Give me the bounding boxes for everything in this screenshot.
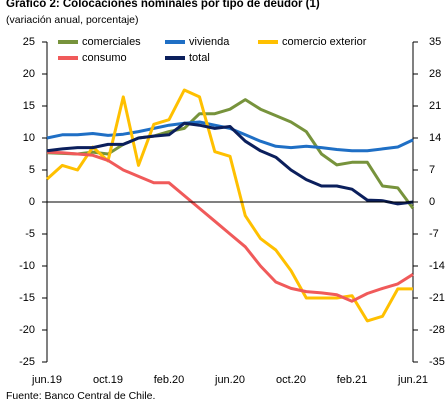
y2-tick-label: 14 [429, 132, 441, 144]
series-line [46, 98, 415, 210]
x-tick-label: feb.20 [154, 374, 185, 386]
chart-subtitle: (variación anual, porcentaje) [6, 14, 139, 26]
legend-label: total [189, 52, 210, 64]
y-tick-label: -15 [19, 292, 35, 304]
x-tick-label: feb.21 [337, 374, 368, 386]
x-tick-label: jun.21 [397, 374, 428, 386]
x-tick-label: jun.19 [31, 374, 62, 386]
x-tick-label: oct.19 [93, 374, 123, 386]
x-tick-label: jun.20 [214, 374, 245, 386]
y2-tick-label: -21 [429, 292, 445, 304]
y-tick-label: 25 [23, 36, 35, 48]
legend-label: consumo [82, 52, 127, 64]
y2-tick-label: -7 [429, 228, 439, 240]
y2-tick-label: -35 [429, 356, 445, 368]
y-tick-label: -25 [19, 356, 35, 368]
series-line [46, 121, 414, 206]
legend-label: comercio exterior [282, 36, 367, 48]
y2-tick-label: 0 [429, 196, 435, 208]
y-tick-label: -10 [19, 260, 35, 272]
series-line [45, 88, 413, 323]
y-tick-label: 15 [23, 100, 35, 112]
y-tick-label: 20 [23, 68, 35, 80]
source: Fuente: Banco Central de Chile. [6, 390, 155, 402]
y2-tick-label: 21 [429, 100, 441, 112]
legend-label: comerciales [82, 36, 141, 48]
y2-tick-label: 35 [429, 36, 441, 48]
y-tick-label: 0 [29, 196, 35, 208]
x-tick-label: oct.20 [276, 374, 306, 386]
y2-tick-label: 7 [429, 164, 435, 176]
chart-title: Gráfico 2: Colocaciones nominales por ti… [6, 0, 320, 10]
y2-tick-label: -28 [429, 324, 445, 336]
legend-label: vivienda [189, 36, 230, 48]
y2-tick-label: 28 [429, 68, 441, 80]
y2-tick-label: -14 [429, 260, 445, 272]
y-tick-label: -5 [25, 228, 35, 240]
y-tick-label: 5 [29, 164, 35, 176]
series-line [46, 150, 414, 303]
y-tick-label: -20 [19, 324, 35, 336]
y-tick-label: 10 [23, 132, 35, 144]
